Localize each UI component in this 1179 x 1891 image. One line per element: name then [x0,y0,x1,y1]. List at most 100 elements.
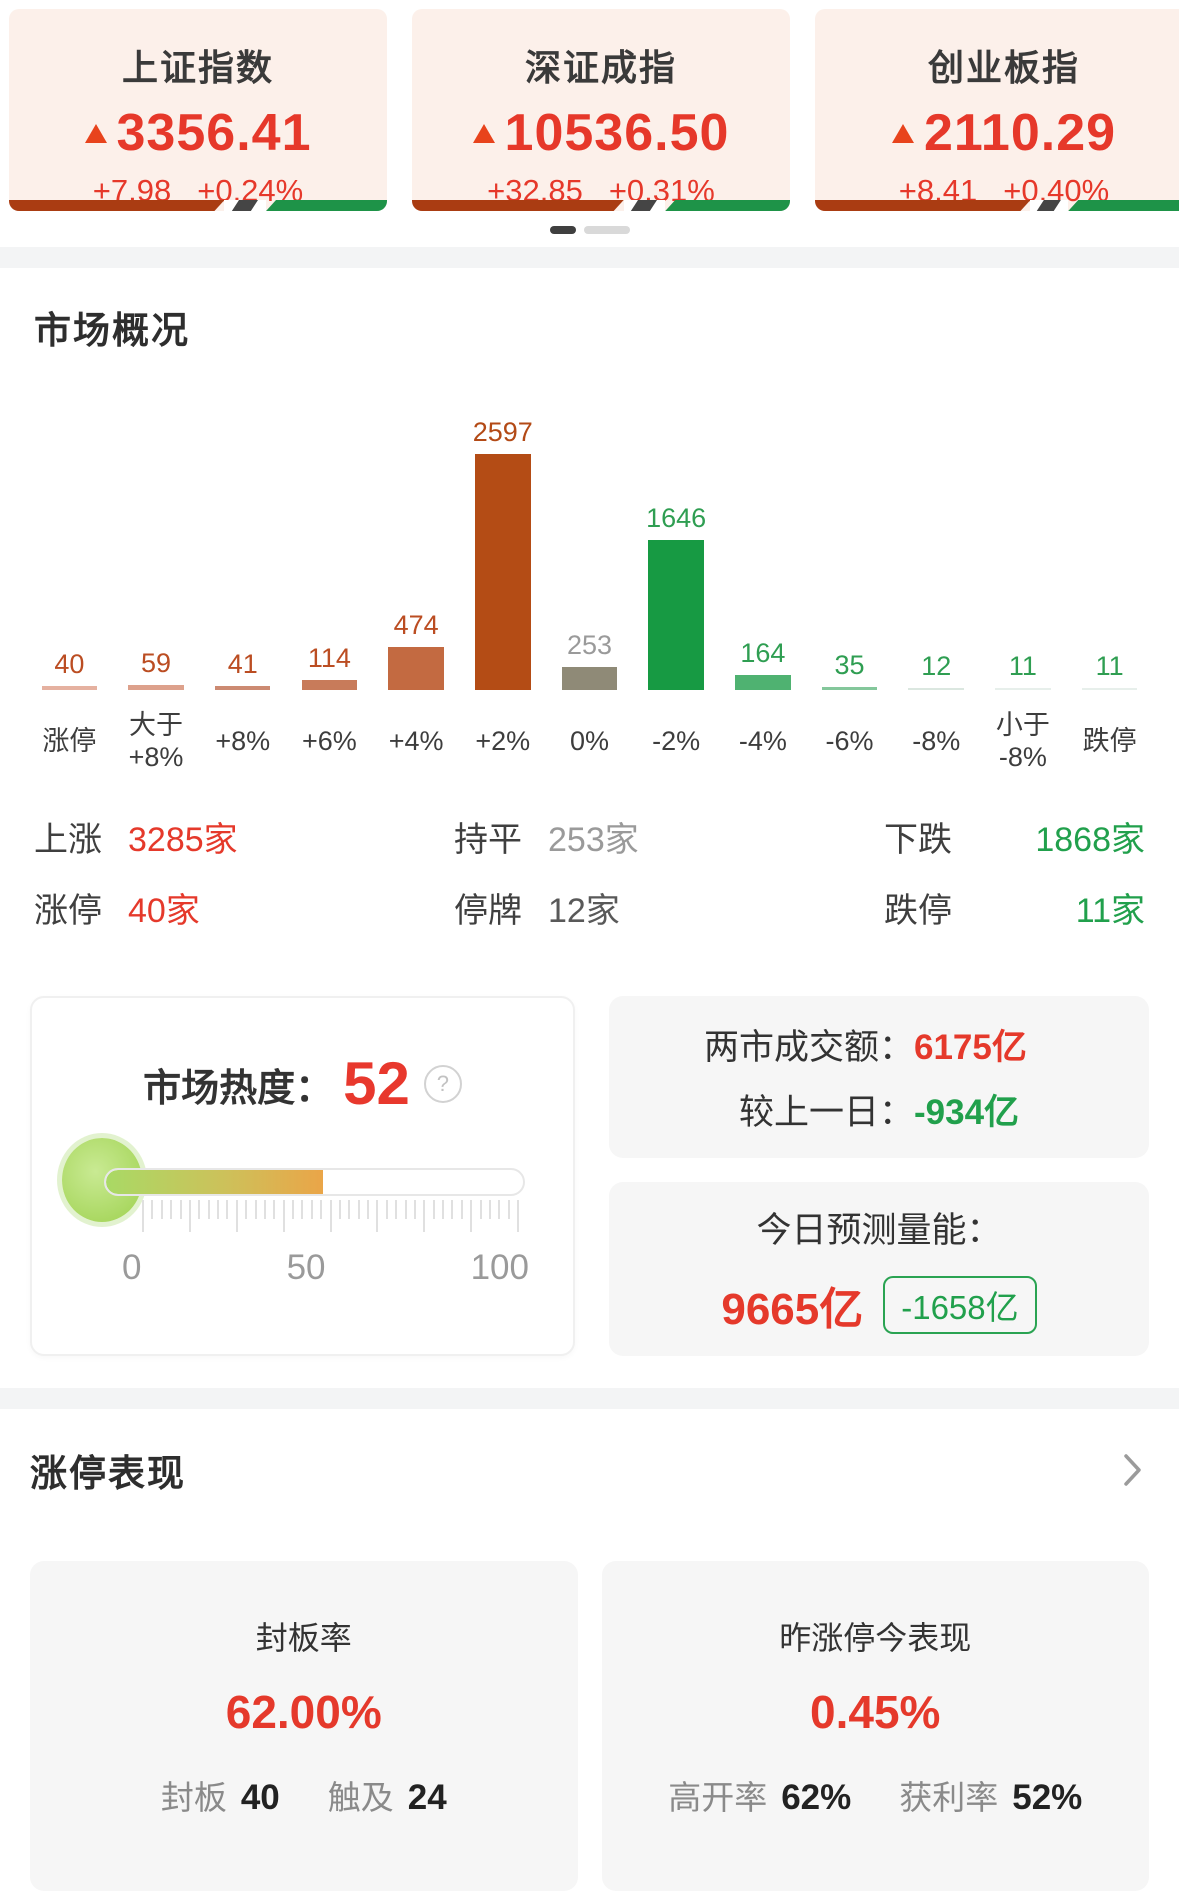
scale-label-100: 100 [470,1248,529,1287]
turnover-label: 两市成交额： [703,1028,914,1067]
chart-column-inner: 59 [113,410,200,690]
turnover-row: 两市成交额： 6175亿 [609,1019,1149,1070]
breadth-stat-label: 下跌 [884,821,952,859]
bar-axis-label: 0% [569,726,609,757]
sealed-stat: 封板 40 [161,1771,280,1819]
chart-column-inner: 40 [26,410,113,690]
ruler-tick [470,1200,473,1232]
stock-market-overview-page: { "indices": { "cards": [ {"name":"上证指数"… [0,0,1179,1819]
breadth-gap-segment [1030,200,1069,211]
limit-up-title: 涨停表现 [30,1453,186,1494]
bar-value-label: 40 [54,649,85,680]
bar [301,679,358,690]
breadth-stat-label: 停牌 [454,892,522,930]
breadth-stat-label: 持平 [454,821,522,859]
chevron-right-icon[interactable] [1123,1453,1149,1487]
index-value-row: 2110.29 [815,103,1179,163]
bar-value-label: 59 [141,647,172,678]
breadth-stats-row: 涨停 40家 停牌 12家 跌停 11家 [34,883,1145,932]
ruler-tick [160,1200,163,1219]
chart-column-inner: 11 [1066,410,1153,690]
chart-column-inner: 253 [546,410,633,690]
chart-column: 1646 -2% [633,410,720,778]
ruler-tick [413,1200,416,1219]
chart-column: 253 0% [546,410,633,778]
breadth-stat-cell: 下跌 1868家 [884,812,1145,861]
ruler-tick [395,1200,398,1219]
market-overview-section: 市场概况 40 涨停 59 大于 +8% 41 +8% 114 +6% 474 [0,268,1179,1356]
yesterday-limit-up-stats: 高开率 62% 获利率 52% [668,1771,1082,1819]
chart-column: 41 +8% [199,410,286,778]
ruler-tick [282,1200,285,1232]
seal-rate-value: 62.00% [225,1686,382,1738]
volume-cards-column: 两市成交额： 6175亿 较上一日： -934亿 今日预测量能： 9665亿 -… [609,996,1149,1356]
bar [388,646,444,690]
ruler-tick [432,1200,435,1219]
index-value-row: 10536.50 [412,103,790,163]
bar-value-label: 474 [393,609,439,640]
ruler-tick [479,1200,482,1219]
breadth-down-segment [266,200,387,211]
bar-axis-label: +2% [475,726,531,757]
ruler-tick [367,1200,369,1219]
ruler-tick [348,1200,351,1219]
bar-value-label: 114 [307,642,351,673]
breadth-down-segment [665,200,790,211]
ruler-tick [179,1200,182,1219]
index-value: 2110.29 [923,104,1117,162]
slash-icon [631,200,658,211]
forecast-volume-panel: 今日预测量能： 9665亿 -1658亿 [609,1182,1149,1356]
bar-axis-label: -4% [738,726,787,757]
index-card[interactable]: 深证成指 10536.50 +32.85 +0.31% [412,9,790,211]
breadth-stat-cell: 涨停 40家 [34,883,454,932]
pager-dot[interactable] [583,226,630,234]
breadth-stat-value: 12家 [548,892,620,930]
help-question-icon[interactable]: ? [423,1065,462,1103]
ruler-tick [338,1200,341,1219]
pager-dot-active[interactable] [549,226,576,234]
up-triangle-icon [472,123,495,143]
section-divider [0,1388,1179,1409]
seal-rate-title: 封板率 [255,1620,352,1656]
bar [561,667,618,690]
chart-column-inner: 41 [199,410,286,690]
ruler-tick [273,1200,276,1219]
breadth-stat-value: 40家 [128,892,200,930]
ruler-tick [442,1200,444,1219]
high-open-value: 62% [781,1778,852,1817]
chart-column: 474 +4% [373,410,460,778]
breadth-ratio-bar [9,200,387,211]
chart-column-inner: 2597 [459,410,546,690]
bar-value-label: 1646 [646,503,707,534]
ruler-tick [198,1200,201,1219]
market-overview-title: 市场概况 [34,310,190,351]
ruler-tick [498,1200,501,1219]
chart-column-inner: 164 [720,410,807,690]
market-heat-label: 市场热度： [143,1067,334,1110]
seal-rate-panel: 封板率 62.00% 封板 40 触及 24 [30,1561,578,1891]
market-heat-value: 52 [343,1050,410,1117]
sealed-label: 封板 [160,1779,227,1816]
ruler-tick [310,1200,313,1219]
ruler-tick [423,1200,426,1232]
index-card[interactable]: 上证指数 3356.41 +7.98 +0.24% [9,9,387,211]
index-cards-row: 上证指数 3356.41 +7.98 +0.24% 深证成指 10536.50 … [0,9,1179,211]
bar [1081,688,1138,690]
index-carousel: 上证指数 3356.41 +7.98 +0.24% 深证成指 10536.50 … [0,0,1179,235]
bar [908,688,964,690]
ruler-tick [301,1200,304,1219]
forecast-label: 今日预测量能： [756,1210,1002,1250]
turnover-diff-value: -934亿 [914,1093,1020,1132]
bar [475,454,531,690]
distribution-bar-chart: 40 涨停 59 大于 +8% 41 +8% 114 +6% 474 +4% [0,410,1179,778]
bar-value-label: 12 [921,651,952,681]
high-open-label: 高开率 [668,1779,768,1816]
index-card[interactable]: 创业板指 2110.29 +8.41 +0.40% [815,9,1179,211]
ruler-tick [226,1200,229,1219]
breadth-stats: 上涨 3285家 持平 253家 下跌 1868家 涨停 40家 停牌 12家 … [34,812,1145,932]
ruler-tick [507,1200,510,1219]
chart-column: 11 跌停 [1066,410,1153,778]
limit-up-header[interactable]: 涨停表现 [30,1443,1149,1497]
index-value: 10536.50 [504,104,730,162]
bar [128,684,184,690]
